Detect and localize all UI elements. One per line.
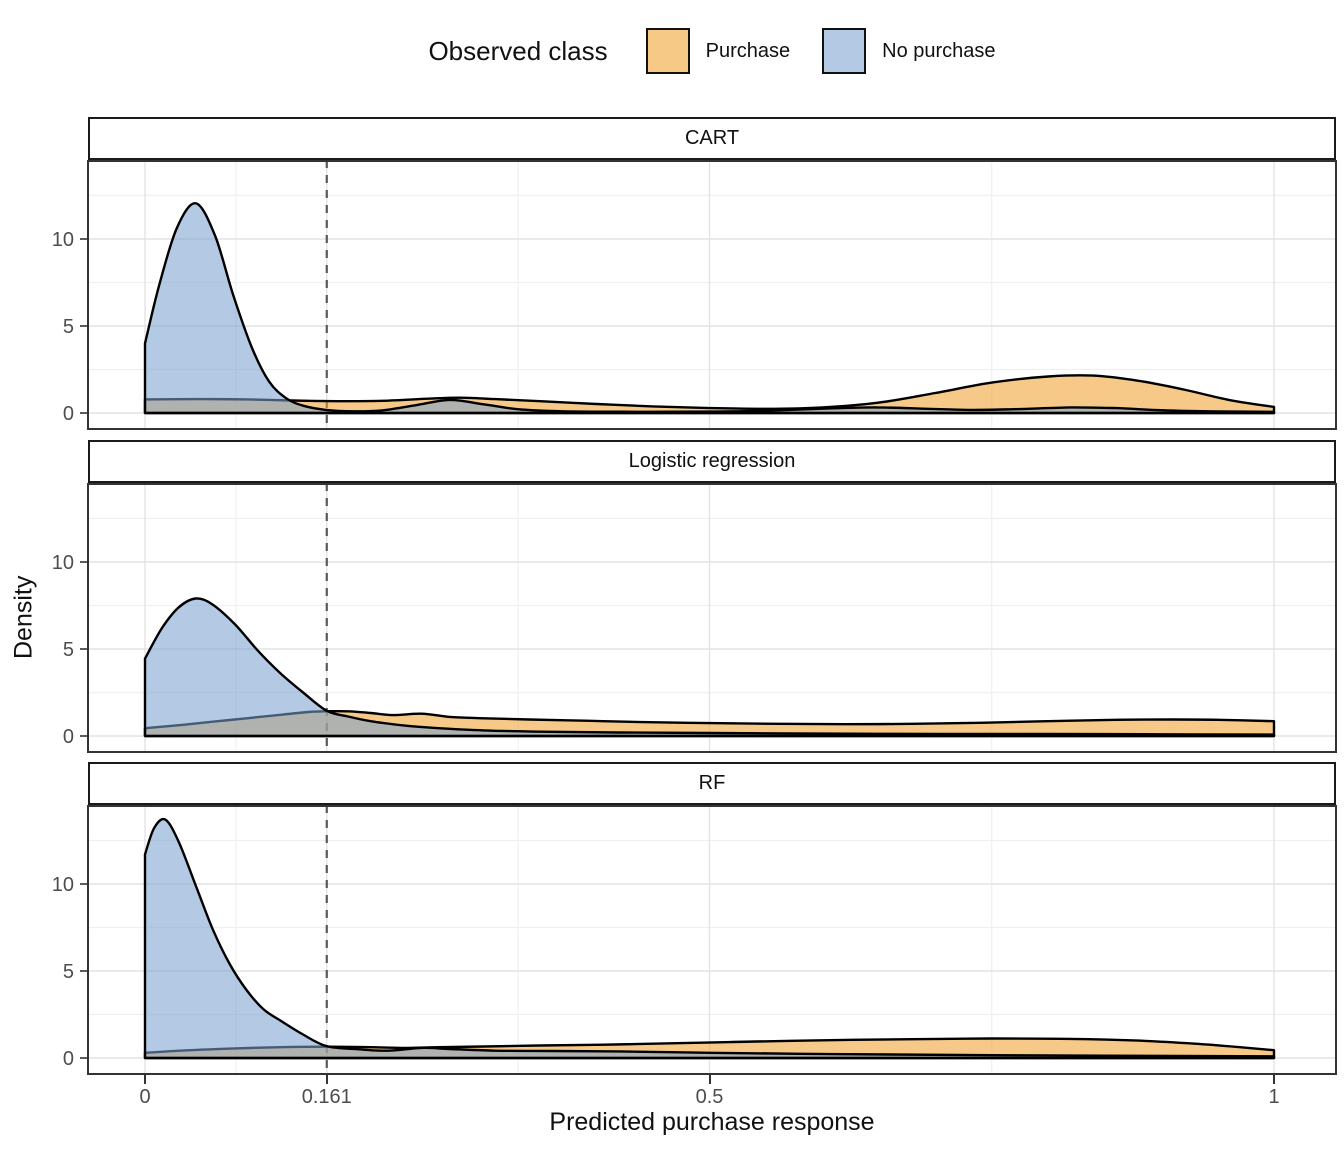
y-tick-label: 10	[52, 229, 74, 251]
density-panel-cart: 0 5 10	[52, 160, 1337, 430]
legend-item-no-purchase: No purchase	[822, 28, 996, 74]
y-tick-label: 5	[63, 961, 74, 983]
x-tick	[325, 1075, 328, 1084]
x-tick-label: 0.5	[695, 1086, 724, 1108]
facet-strip-rf: RF	[88, 762, 1336, 805]
y-tick-label: 0	[63, 726, 74, 748]
x-tick	[708, 1075, 711, 1084]
density-curve-no-purchase	[143, 597, 1276, 738]
legend: Observed class Purchase No purchase	[88, 18, 1336, 84]
x-tick	[144, 1075, 146, 1084]
panel-border	[87, 805, 1337, 1075]
legend-item-purchase: Purchase	[645, 28, 791, 74]
x-tick-label: 0.161	[301, 1086, 352, 1108]
facet-label-rf: RF	[698, 772, 726, 794]
legend-title: Observed class	[428, 35, 608, 66]
y-tick-label: 0	[63, 403, 74, 425]
facet-strip-cart: CART	[88, 117, 1336, 160]
density-panel-logistic-regression: 0 5 10	[52, 483, 1337, 753]
y-tick-label: 10	[52, 552, 74, 574]
legend-label-no-purchase: No purchase	[882, 39, 996, 62]
y-tick-label: 0	[63, 1048, 74, 1070]
legend-label-purchase: Purchase	[705, 39, 791, 62]
x-tick	[1273, 1075, 1275, 1084]
facet-strip-logistic-regression: Logistic regression	[88, 440, 1336, 483]
y-tick-label: 10	[52, 874, 74, 896]
no-purchase-swatch-icon	[822, 28, 867, 74]
density-panel-rf: 0 5 10	[52, 805, 1337, 1075]
x-axis-title: Predicted purchase response	[549, 1108, 875, 1136]
facet-label-cart: CART	[684, 127, 740, 149]
x-tick-label: 1	[1268, 1086, 1280, 1108]
facet-label-logistic-regression: Logistic regression	[628, 450, 796, 472]
y-tick-label: 5	[63, 639, 74, 661]
density-curve-no-purchase	[143, 202, 1276, 415]
panel-border	[87, 483, 1337, 753]
panel-border	[87, 160, 1337, 430]
y-axis-title: Density	[9, 575, 38, 660]
x-axis: 0 0.161 0.5 1	[0, 1075, 1344, 1109]
y-tick-label: 5	[63, 316, 74, 338]
density-curve-no-purchase	[143, 817, 1276, 1060]
x-tick-label: 0	[139, 1086, 151, 1108]
purchase-swatch-icon	[645, 28, 690, 74]
